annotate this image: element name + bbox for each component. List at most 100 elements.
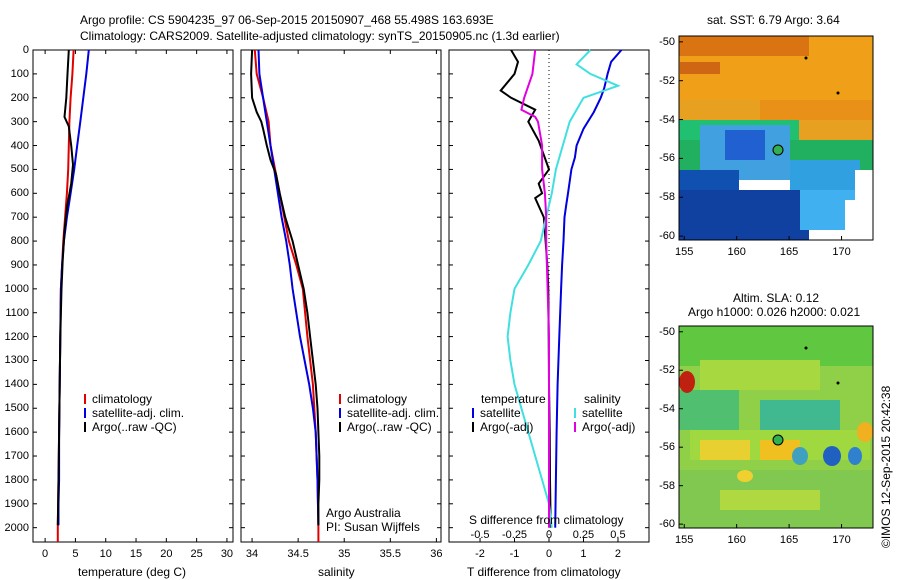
lat-tick-label: -54: [659, 402, 675, 415]
depth-tick-label: 1900: [4, 497, 29, 510]
lat-tick-label: -52: [659, 74, 675, 87]
x-tick-label: 35.5: [379, 548, 402, 560]
lat-tick-label: -56: [659, 152, 675, 165]
s-difference-label: S difference from climatology: [469, 513, 624, 527]
depth-tick-label: 2000: [4, 521, 29, 534]
lon-tick-label: 170: [832, 246, 851, 258]
x-tick-label: 2: [614, 548, 622, 560]
series-line-salinity-satellite: [506, 49, 621, 528]
lat-tick-label: -50: [659, 325, 675, 338]
depth-tick-label: 300: [10, 115, 29, 128]
x-tick-label: 0.5: [610, 529, 626, 541]
legend-item-sal-satellite: satellite: [574, 406, 623, 420]
depth-tick-label: 1700: [4, 450, 29, 463]
depth-tick-label: 1200: [4, 330, 29, 343]
footer-stamp: ©IMOS 12-Sep-2015 20:42:38: [879, 385, 893, 548]
lon-tick-label: 165: [779, 534, 799, 546]
series-line-temperature-argo--adj-: [499, 49, 552, 528]
x-tick-label: 10: [99, 548, 112, 560]
lat-tick-label: -58: [659, 479, 675, 492]
x-tick-label: 1: [580, 548, 587, 560]
depth-tick-label: 1000: [4, 282, 29, 295]
x-tick-label: -0.5: [470, 529, 490, 541]
lon-tick-label: 160: [727, 246, 746, 258]
x-tick-label: -2: [475, 548, 485, 560]
depth-tick-label: 1500: [4, 402, 29, 415]
sst-float-dot-2: [836, 91, 840, 95]
lon-tick-label: 155: [675, 534, 694, 546]
sst-float-dot: [804, 56, 808, 60]
depth-tick-label: 600: [10, 187, 29, 200]
temperature-x-label: temperature (deg C): [78, 565, 187, 579]
salinity-x-label: salinity: [318, 565, 355, 579]
lat-tick-label: -60: [659, 230, 675, 243]
legend-item-climatology: climatology: [84, 392, 152, 406]
depth-tick-label: 800: [10, 235, 29, 248]
lat-tick-label: -52: [659, 364, 675, 377]
float-owner-note: Argo Australia: [326, 506, 401, 520]
depth-tick-label: 400: [10, 139, 29, 152]
legend-item-argo: Argo(..raw -QC): [339, 420, 432, 434]
lat-tick-label: -56: [659, 441, 675, 454]
legend-item-satellite: satellite-adj. clim.: [339, 406, 439, 420]
x-tick-label: -0.25: [501, 529, 528, 541]
series-line-argo---raw--qc-: [56, 49, 75, 526]
sla-map-title-2: Argo h1000: 0.026 h2000: 0.021: [688, 305, 861, 319]
depth-tick-label: 900: [10, 258, 29, 271]
x-tick-label: 0.25: [572, 529, 595, 541]
x-tick-label: -1: [509, 548, 520, 560]
x-tick-label: 36: [430, 548, 443, 560]
series-line-temperature-satellite: [554, 49, 623, 528]
legend-item-argo: Argo(..raw -QC): [84, 420, 177, 434]
depth-tick-label: 100: [10, 67, 29, 80]
x-tick-label: 5: [72, 548, 79, 560]
title-line-1: Argo profile: CS 5904235_97 06-Sep-2015 …: [80, 13, 494, 27]
temperature-panel-frame: [32, 49, 234, 543]
sst-argo-marker: [772, 144, 784, 156]
series-line-argo---raw--qc-: [250, 49, 321, 526]
x-tick-label: 20: [160, 548, 173, 560]
series-line-salinity-argo--adj-: [520, 49, 550, 528]
depth-tick-label: 1300: [4, 354, 29, 367]
legend-item-climatology: climatology: [339, 392, 407, 406]
depth-tick-label: 1400: [4, 378, 29, 391]
sla-map: [678, 325, 874, 529]
sst-map-title: sat. SST: 6.79 Argo: 3.64: [707, 13, 840, 27]
lon-tick-label: 155: [675, 246, 694, 258]
legend-item-temp-satellite: satellite: [472, 406, 521, 420]
x-tick-label: 15: [129, 548, 143, 560]
x-tick-label: 0: [42, 548, 49, 560]
series-line-satellite-adj--clim-: [257, 49, 320, 526]
sla-float-dot-2: [836, 381, 840, 385]
lat-tick-label: -58: [659, 191, 675, 204]
series-line-satellite-adj--clim-: [57, 49, 90, 526]
x-tick-label: 34: [245, 548, 259, 560]
x-tick-label: 0: [545, 548, 553, 560]
float-pi-note: PI: Susan Wijffels: [326, 520, 420, 534]
depth-tick-label: 700: [10, 211, 29, 224]
lat-tick-label: -54: [659, 113, 675, 126]
legend-item-sal-argo: Argo(-adj): [574, 420, 635, 434]
salinity-panel-frame: [240, 49, 442, 543]
lon-tick-label: 165: [779, 246, 799, 258]
depth-tick-label: 200: [10, 91, 29, 104]
lon-tick-label: 170: [832, 534, 851, 546]
x-tick-label: 0: [545, 529, 553, 541]
depth-tick-label: 0: [22, 44, 29, 56]
x-tick-label: 35: [338, 548, 351, 560]
sla-map-title-1: Altim. SLA: 0.12: [733, 291, 820, 305]
depth-tick-label: 500: [10, 163, 29, 176]
x-tick-label: 34.5: [287, 548, 309, 560]
title-line-2: Climatology: CARS2009. Satellite-adjuste…: [80, 29, 560, 43]
depth-tick-label: 1800: [4, 473, 29, 486]
legend-title-temperature: temperature: [481, 392, 546, 406]
sla-argo-marker: [772, 434, 784, 446]
sla-float-dot: [804, 346, 808, 350]
legend-title-salinity: salinity: [584, 392, 621, 406]
legend-item-temp-argo: Argo(-adj): [472, 420, 533, 434]
lat-tick-label: -60: [659, 518, 675, 531]
depth-tick-label: 1100: [5, 306, 29, 319]
x-tick-label: 25: [190, 548, 203, 560]
lon-tick-label: 160: [727, 534, 746, 546]
